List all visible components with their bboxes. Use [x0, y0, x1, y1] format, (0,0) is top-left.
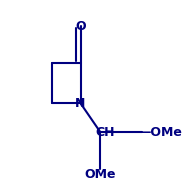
Text: O: O: [75, 20, 86, 33]
Text: N: N: [75, 97, 86, 110]
Text: —OMe: —OMe: [138, 126, 182, 139]
Text: CH: CH: [95, 126, 114, 139]
Text: OMe: OMe: [85, 168, 116, 181]
